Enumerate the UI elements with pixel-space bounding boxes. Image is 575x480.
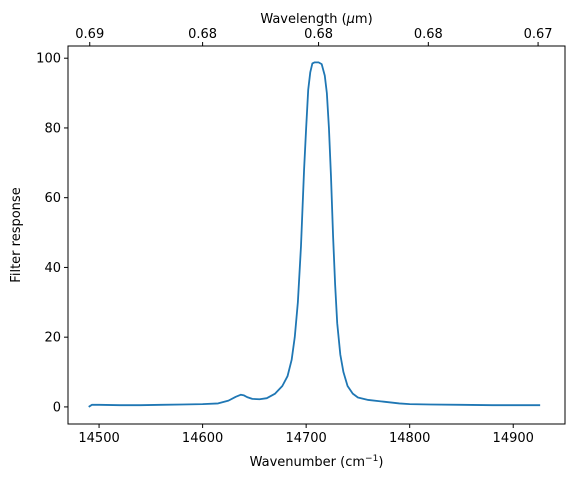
top-x-tick-label: 0.68 xyxy=(188,27,217,42)
x-tick-label: 14900 xyxy=(493,431,534,446)
y-axis-label: Filter response xyxy=(9,187,24,282)
y-tick-label: 0 xyxy=(53,400,61,415)
plot-frame xyxy=(67,45,566,425)
y-tick-label: 60 xyxy=(44,191,61,206)
x-tick-label: 14600 xyxy=(182,431,223,446)
y-tick-label: 40 xyxy=(44,261,61,276)
x-tick-label: 14700 xyxy=(285,431,326,446)
y-tick-label: 20 xyxy=(44,331,61,346)
filter-response-line xyxy=(88,61,541,408)
top-x-axis-label: Wavelength (μm) xyxy=(260,12,372,27)
x-axis-label: Wavenumber (cm−1) xyxy=(250,454,384,470)
top-x-tick-label: 0.68 xyxy=(414,27,443,42)
top-x-tick-label: 0.69 xyxy=(75,27,104,42)
x-tick-label: 14800 xyxy=(389,431,430,446)
y-tick-label: 100 xyxy=(36,52,61,67)
ticks-layer: 14500 14600 14700 14800 14900 0 20 40 60 80 100 0.6… xyxy=(36,27,552,446)
top-x-tick-label: 0.68 xyxy=(304,27,333,42)
y-tick-label: 80 xyxy=(44,121,61,136)
x-tick-label: 14500 xyxy=(78,431,119,446)
top-x-tick-label: 0.67 xyxy=(524,27,553,42)
